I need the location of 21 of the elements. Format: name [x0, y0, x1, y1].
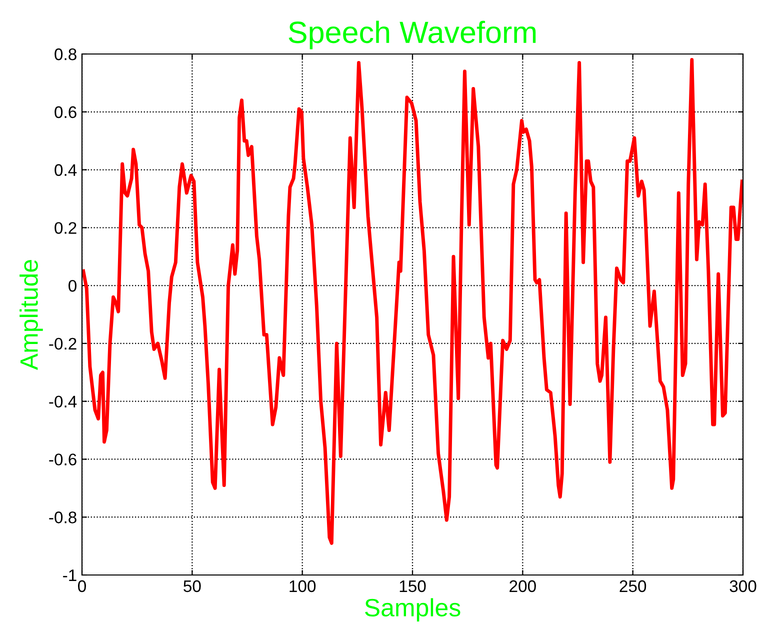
x-tick-label: 100: [290, 580, 316, 592]
y-tick-label: 0.4: [54, 164, 77, 176]
y-tick-label: 0.2: [54, 222, 76, 234]
y-tick-label: 0: [68, 280, 76, 292]
x-tick-label: 0: [78, 580, 86, 592]
y-axis-title: Amplitude: [20, 260, 43, 370]
x-axis-title: Samples: [365, 598, 460, 622]
chart-title: Speech Waveform: [288, 20, 536, 50]
x-tick-label: 250: [620, 580, 646, 592]
line-series: [82, 58, 743, 545]
y-tick-label: -0.2: [49, 338, 76, 350]
y-tick-label: 0.6: [54, 106, 76, 118]
x-tick-label: 300: [730, 580, 756, 592]
x-tick-label: 150: [400, 580, 426, 592]
x-tick-label: 50: [184, 580, 201, 592]
y-tick-label: -1: [63, 570, 76, 582]
y-tick-label: -0.8: [49, 512, 76, 524]
x-tick-label: 200: [510, 580, 536, 592]
y-tick-label: -0.6: [49, 454, 76, 466]
y-tick-label: -0.4: [49, 396, 77, 408]
y-tick-label: 0.8: [54, 48, 76, 60]
